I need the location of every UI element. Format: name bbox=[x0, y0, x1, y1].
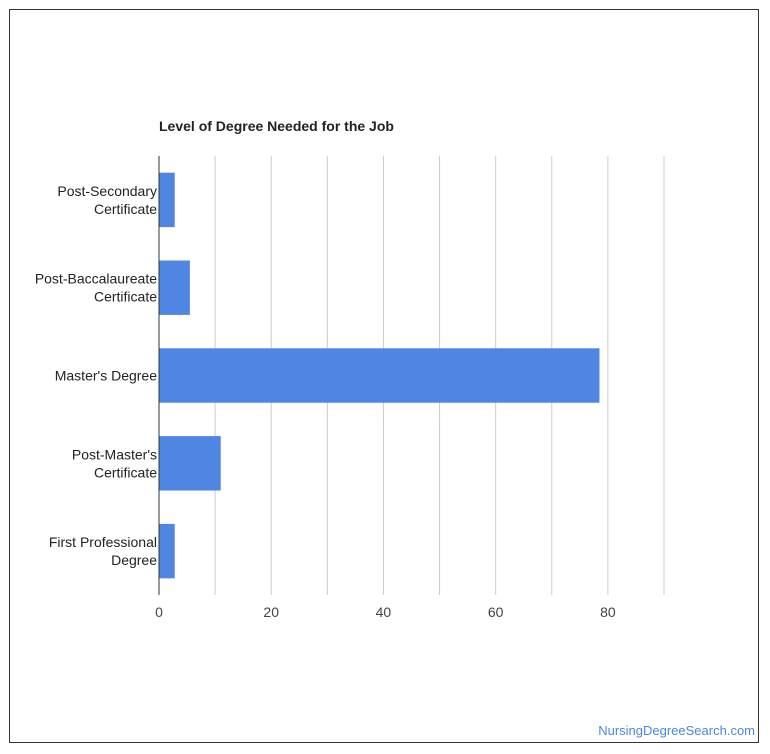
y-tick-label: First Professional bbox=[49, 534, 157, 550]
y-tick-label: Certificate bbox=[94, 289, 157, 305]
y-tick-label: Post-Baccalaureate bbox=[35, 271, 157, 287]
y-tick-label: Degree bbox=[111, 552, 157, 568]
bar bbox=[159, 436, 221, 491]
y-tick-label: Certificate bbox=[94, 464, 157, 480]
x-tick-label: 60 bbox=[488, 604, 504, 620]
x-tick-label: 40 bbox=[376, 604, 392, 620]
source-link[interactable]: NursingDegreeSearch.com bbox=[598, 723, 755, 738]
chart-title: Level of Degree Needed for the Job bbox=[159, 118, 394, 134]
y-tick-label: Post-Secondary bbox=[57, 183, 157, 199]
x-tick-label: 80 bbox=[600, 604, 616, 620]
y-tick-label: Master's Degree bbox=[55, 368, 157, 384]
bar bbox=[159, 348, 600, 403]
x-tick-label: 20 bbox=[263, 604, 279, 620]
bar bbox=[159, 260, 190, 315]
x-tick-label: 0 bbox=[155, 604, 163, 620]
y-tick-label: Certificate bbox=[94, 201, 157, 217]
bar bbox=[159, 172, 175, 228]
y-tick-label: Post-Master's bbox=[72, 446, 157, 462]
bar bbox=[159, 523, 175, 579]
